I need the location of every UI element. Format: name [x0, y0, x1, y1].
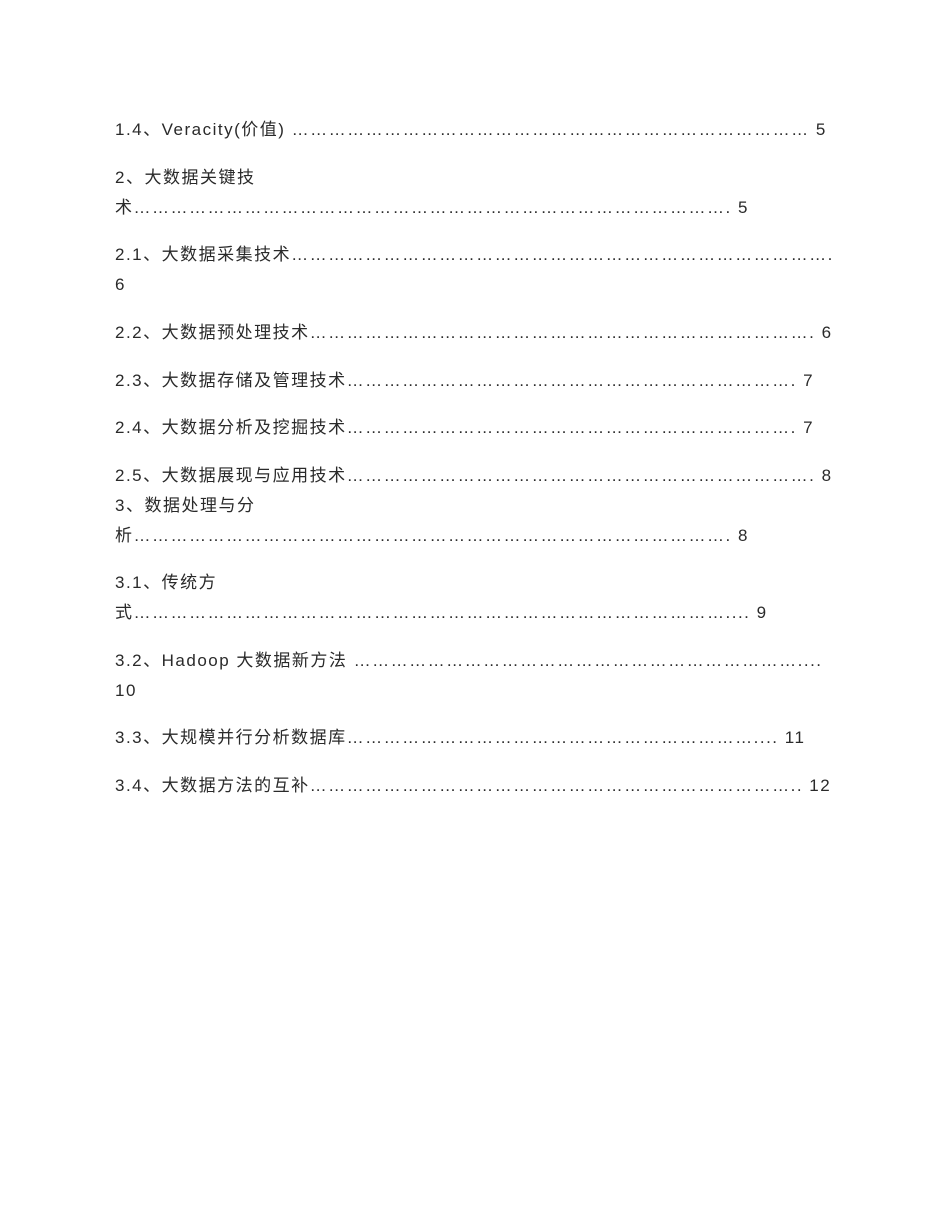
- toc-entry: 2、大数据关键技术……………………………………………………………………………………: [115, 163, 835, 223]
- toc-entry: 2.2、大数据预处理技术……………………………………………………………………….…: [115, 318, 835, 348]
- toc-entry: 2.5、大数据展现与应用技术………………………………………………………………….…: [115, 461, 835, 550]
- toc-entry: 2.4、大数据分析及挖掘技术………………………………………………………………. …: [115, 413, 835, 443]
- toc-entry: 3.4、大数据方法的互补……………………………………………………………………..…: [115, 771, 835, 801]
- toc-entry: 2.3、大数据存储及管理技术………………………………………………………………. …: [115, 366, 835, 396]
- table-of-contents: 1.4、Veracity(价值) ………………………………………………………………: [115, 115, 835, 801]
- toc-entry: 2.1、大数据采集技术………………………………………………………………………………: [115, 240, 835, 300]
- toc-entry: 3.3、大规模并行分析数据库…………………………………………………………....…: [115, 723, 835, 753]
- toc-entry: 3.1、传统方式………………………………………………………………………………………: [115, 568, 835, 628]
- toc-entry: 3.2、Hadoop 大数据新方法 ……………………………………………………………: [115, 646, 835, 706]
- toc-entry: 1.4、Veracity(价值) ………………………………………………………………: [115, 115, 835, 145]
